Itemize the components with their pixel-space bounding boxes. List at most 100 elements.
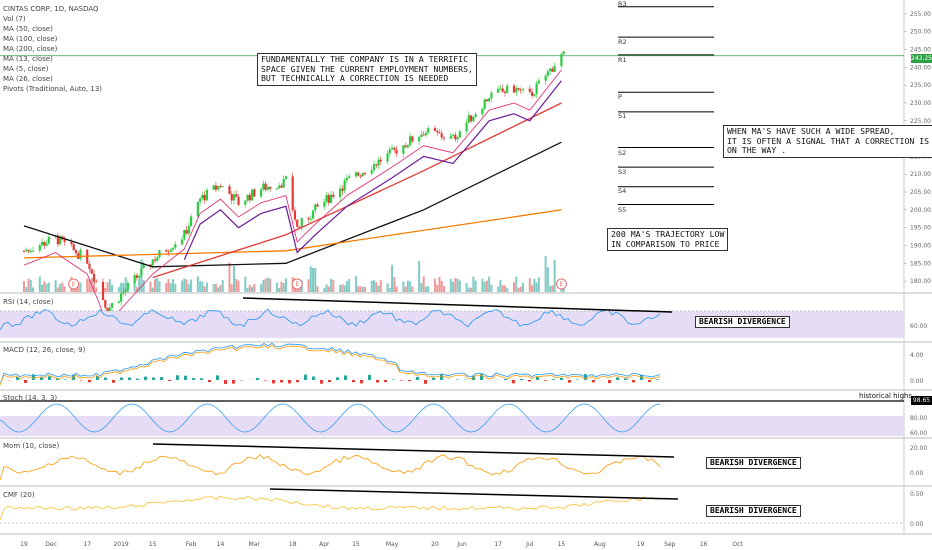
x-tick: 15 — [352, 541, 360, 548]
legend-item[interactable]: MA (13, close) — [3, 55, 53, 63]
macd-signal-line — [0, 344, 661, 386]
macd-histogram-bar — [264, 380, 267, 381]
x-tick: Jun — [456, 541, 467, 548]
macd-histogram-bar — [656, 379, 659, 380]
mom-divergence-line — [152, 443, 675, 458]
annotation-mom-divergence[interactable]: BEARISH DIVERGENCE — [706, 457, 801, 469]
volume-bar — [488, 276, 491, 292]
rsi-label[interactable]: RSI (14, close) — [3, 298, 54, 306]
x-tick: Feb — [186, 541, 197, 548]
volume-bar — [307, 279, 310, 292]
volume-bar — [282, 282, 285, 292]
candle-body — [205, 189, 209, 201]
macd-tick: 4.00 — [910, 352, 924, 359]
candle-body — [117, 301, 120, 304]
volume-bar — [248, 284, 251, 292]
x-tick: Jul — [525, 541, 534, 548]
legend-item[interactable]: MA (50, close) — [3, 25, 53, 33]
annotation-historical-highs[interactable]: historical highs — [859, 392, 913, 400]
macd-histogram-bar — [216, 375, 219, 380]
candle-body — [214, 185, 218, 190]
volume-bar — [264, 278, 267, 292]
volume-bar — [354, 276, 357, 292]
candle-body — [503, 91, 507, 93]
volume-bar — [363, 286, 366, 292]
pivot-s3-label: S3 — [618, 168, 627, 176]
volume-bar — [122, 282, 125, 292]
volume-bar — [553, 259, 556, 292]
price-tick: 185.00 — [910, 260, 931, 267]
macd-histogram-bar — [160, 377, 163, 380]
legend-item[interactable]: MA (200, close) — [3, 45, 58, 53]
mom-label[interactable]: Mom (10, close) — [3, 442, 60, 450]
candle-body — [339, 188, 342, 198]
macd-histogram-bar — [64, 379, 67, 380]
volume-bar — [375, 282, 378, 292]
candle-body — [472, 116, 475, 122]
volume-bar — [314, 267, 317, 292]
macd-label[interactable]: MACD (12, 26, close, 9) — [3, 346, 86, 354]
candle-body — [436, 130, 439, 133]
annotation-fundamental[interactable]: FUNDAMENTALLY THE COMPANY IS IN A TERRIF… — [257, 53, 477, 86]
volume-bar — [203, 286, 206, 292]
x-tick: 19 — [637, 541, 645, 548]
x-tick: 18 — [289, 541, 297, 548]
candle-body — [553, 66, 556, 72]
candle-body — [275, 188, 279, 190]
legend-item[interactable]: MA (100, close) — [3, 35, 58, 43]
volume-bar — [230, 284, 233, 292]
macd-histogram-bar — [560, 377, 563, 380]
legend-item[interactable]: MA (5, close) — [3, 65, 49, 73]
candle-body — [108, 307, 111, 314]
annotation-cmf-divergence[interactable]: BEARISH DIVERGENCE — [706, 505, 801, 517]
macd-histogram-bar — [424, 380, 427, 384]
stoch-label[interactable]: Stoch (14, 3, 3) — [3, 394, 58, 402]
ma-line-13 — [23, 69, 562, 325]
candle-body — [433, 128, 437, 131]
candle-body — [357, 172, 360, 176]
candle-body — [307, 218, 310, 220]
volume-bar — [104, 287, 107, 292]
volume-bar — [501, 285, 504, 292]
volume-bar — [325, 284, 328, 292]
legend-item[interactable]: Pivots (Traditional, Auto, 13) — [3, 85, 103, 93]
candle-body — [327, 194, 330, 203]
x-tick: Apr — [319, 541, 330, 548]
volume-bar — [330, 278, 333, 292]
x-tick: Oct — [732, 541, 743, 548]
volume-bar — [551, 285, 554, 292]
macd-histogram-bar — [400, 380, 403, 381]
volume-bar — [169, 283, 172, 292]
candle-body — [230, 193, 233, 201]
candle-body — [196, 202, 199, 217]
annotation-rsi-divergence[interactable]: BEARISH DIVERGENCE — [695, 316, 790, 328]
volume-bar — [402, 281, 405, 292]
volume-bar — [327, 286, 330, 292]
volume-bar — [373, 280, 375, 292]
volume-bar — [187, 284, 190, 292]
macd-histogram-bar — [584, 374, 587, 380]
pivot-p-label: P — [618, 93, 622, 101]
volume-bar — [235, 278, 238, 292]
volume-bar — [528, 278, 531, 292]
legend-item[interactable]: MA (26, close) — [3, 75, 53, 83]
legend-item[interactable]: Vol (7) — [3, 15, 26, 23]
volume-bar — [404, 286, 407, 292]
earnings-marker-text: E — [295, 281, 299, 288]
candle-body — [512, 85, 516, 93]
cmf-label[interactable]: CMF (20) — [3, 491, 35, 499]
candle-body — [156, 257, 159, 261]
volume-bar — [519, 286, 522, 292]
candle-body — [56, 235, 59, 245]
volume-bar — [472, 276, 475, 292]
annotation-ma200[interactable]: 200 MA'S TRAJECTORY LOW IN COMPARISON TO… — [607, 228, 729, 251]
candle-body — [354, 172, 358, 177]
candle-body — [212, 185, 215, 190]
volume-bar — [436, 284, 439, 292]
candle-body — [140, 268, 143, 276]
annotation-ma-spread[interactable]: WHEN MA'S HAVE SUCH A WIDE SPREAD, IT IS… — [723, 125, 932, 158]
volume-bar — [41, 284, 44, 292]
candle-body — [269, 186, 272, 189]
volume-bar — [212, 283, 215, 292]
candle-body — [418, 136, 421, 142]
